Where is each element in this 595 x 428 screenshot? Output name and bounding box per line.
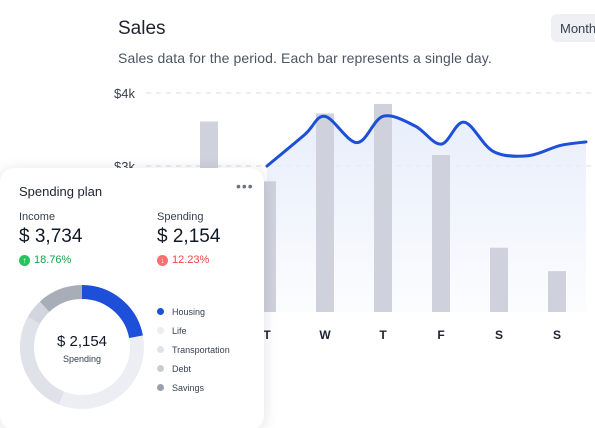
spending-plan-card: Spending plan ••• Income $ 3,734 ↑ 18.76… xyxy=(0,168,264,428)
spending-label: Spending xyxy=(157,211,204,223)
legend-dot xyxy=(157,346,164,353)
spending-legend: Housing Life Transportation Debt Savings xyxy=(157,302,230,397)
legend-dot xyxy=(157,308,164,315)
spending-change-value: 12.23% xyxy=(172,254,210,266)
y-tick-label: $4k xyxy=(114,86,135,101)
legend-dot xyxy=(157,384,164,391)
sales-bar[interactable] xyxy=(316,113,334,312)
legend-label: Life xyxy=(172,325,187,336)
x-tick-label: S xyxy=(495,328,503,342)
legend-item: Debt xyxy=(157,359,230,378)
x-tick-label: T xyxy=(263,328,271,342)
more-horizontal-icon[interactable]: ••• xyxy=(236,178,254,194)
sales-title: Sales xyxy=(118,18,166,39)
spending-plan-title: Spending plan xyxy=(19,184,103,199)
spending-change: ↓ 12.23% xyxy=(157,254,209,266)
sales-bar[interactable] xyxy=(374,103,392,312)
donut-center-value: $ 2,154 xyxy=(56,333,108,350)
income-value: $ 3,734 xyxy=(19,226,83,247)
spending-value: $ 2,154 xyxy=(157,226,221,247)
income-change: ↑ 18.76% xyxy=(19,254,71,266)
x-tick-label: W xyxy=(319,328,331,342)
income-change-value: 18.76% xyxy=(34,254,72,266)
donut-center-label: Spending xyxy=(62,354,102,364)
sales-bar[interactable] xyxy=(432,155,450,312)
x-tick-label: S xyxy=(553,328,561,342)
sales-bar[interactable] xyxy=(548,271,566,312)
legend-dot xyxy=(157,365,164,372)
donut-segment-transportation[interactable] xyxy=(20,285,144,409)
legend-item: Transportation xyxy=(157,340,230,359)
legend-item: Life xyxy=(157,321,230,340)
legend-label: Transportation xyxy=(172,344,230,355)
legend-dot xyxy=(157,327,164,334)
legend-label: Debt xyxy=(172,363,192,374)
sales-bar[interactable] xyxy=(490,247,508,312)
x-tick-label: F xyxy=(437,328,444,342)
legend-label: Housing xyxy=(172,306,206,317)
arrow-up-icon: ↑ xyxy=(19,254,30,266)
spending-donut-chart xyxy=(20,285,144,409)
sales-area xyxy=(267,115,586,313)
income-label: Income xyxy=(19,211,56,223)
x-tick-label: T xyxy=(379,328,387,342)
sales-line xyxy=(265,114,588,168)
donut-segment-housing[interactable] xyxy=(20,285,144,409)
donut-segment-life[interactable] xyxy=(20,285,144,409)
sales-subtitle: Sales data for the period. Each bar repr… xyxy=(118,50,492,66)
period-select-button[interactable]: Month xyxy=(551,14,595,42)
legend-item: Housing xyxy=(157,302,230,321)
legend-label: Savings xyxy=(172,382,205,393)
legend-item: Savings xyxy=(157,378,230,397)
arrow-down-icon: ↓ xyxy=(157,254,168,266)
